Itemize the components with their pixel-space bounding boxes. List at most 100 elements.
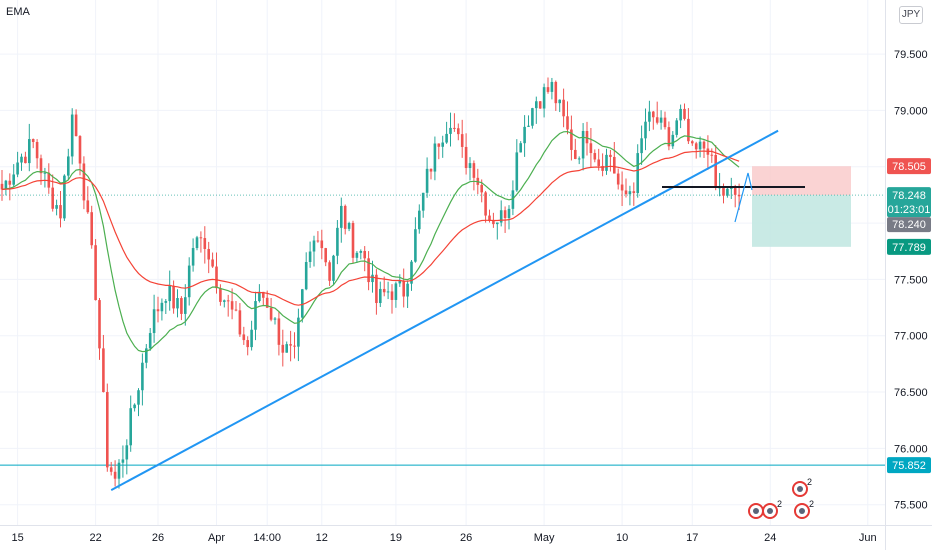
candle-body bbox=[164, 301, 168, 303]
candle-body bbox=[507, 208, 511, 218]
candle-body bbox=[702, 141, 706, 149]
x-tick-label: May bbox=[534, 532, 555, 544]
candles bbox=[0, 77, 741, 489]
candle-body bbox=[472, 163, 476, 178]
candle-body bbox=[43, 172, 47, 174]
take-profit-zone bbox=[752, 195, 851, 247]
candle-body bbox=[597, 159, 600, 166]
indicator-label[interactable]: EMA bbox=[6, 6, 30, 18]
candle-body bbox=[74, 114, 78, 137]
candle-body bbox=[94, 245, 97, 301]
candle-body bbox=[375, 274, 378, 304]
candle-body bbox=[386, 291, 390, 293]
candle-body bbox=[394, 283, 398, 300]
candle-body bbox=[359, 250, 363, 253]
candle-body bbox=[441, 142, 444, 147]
candle-body bbox=[492, 221, 495, 225]
candle-body bbox=[320, 240, 324, 249]
y-tick-label: 77.500 bbox=[894, 274, 928, 286]
candle-body bbox=[609, 154, 612, 157]
candle-body bbox=[160, 302, 164, 312]
x-tick-label: Jun bbox=[859, 532, 877, 544]
support-tag-bg bbox=[887, 457, 931, 474]
candle-body bbox=[542, 87, 546, 109]
y-tick-label: 79.500 bbox=[894, 49, 928, 61]
candle-body bbox=[531, 108, 534, 126]
candle-body bbox=[737, 194, 741, 197]
candle-body bbox=[4, 180, 8, 190]
candle-body bbox=[433, 143, 437, 172]
candle-body bbox=[145, 348, 148, 363]
candle-body bbox=[730, 187, 733, 189]
candle-body bbox=[195, 237, 199, 249]
candle-body bbox=[546, 87, 550, 92]
candle-body bbox=[215, 266, 218, 289]
candle-body bbox=[152, 309, 156, 334]
trendline bbox=[110, 129, 779, 491]
close-tag-bg bbox=[887, 217, 931, 233]
candle-body bbox=[82, 163, 86, 201]
y-tick-label: 79.000 bbox=[894, 105, 928, 117]
candle-body bbox=[577, 158, 581, 160]
y-tick-label: 77.000 bbox=[894, 331, 928, 343]
candle-body bbox=[371, 274, 374, 283]
candle-body bbox=[566, 116, 569, 130]
candle-body bbox=[515, 152, 519, 191]
candle-body bbox=[628, 191, 632, 195]
candle-body bbox=[457, 128, 460, 135]
candle-body bbox=[109, 467, 113, 472]
position-zones bbox=[752, 166, 851, 247]
candle-body bbox=[367, 258, 370, 283]
last-price-tag: 78.248 bbox=[892, 190, 926, 202]
candle-body bbox=[117, 462, 121, 479]
candle-body bbox=[425, 168, 429, 193]
x-tick-label: 17 bbox=[686, 532, 698, 544]
candle-body bbox=[406, 283, 409, 297]
candle-body bbox=[8, 180, 12, 185]
candle-body bbox=[722, 187, 725, 196]
candle-body bbox=[55, 205, 58, 209]
candle-body bbox=[414, 229, 417, 262]
candle-body bbox=[67, 156, 70, 176]
candle-body bbox=[570, 129, 573, 150]
candle-body bbox=[429, 168, 433, 172]
currency-badge[interactable]: JPY bbox=[899, 6, 923, 24]
candle-body bbox=[289, 344, 292, 346]
candle-body bbox=[199, 237, 203, 239]
candle-body bbox=[297, 317, 300, 347]
horizontal-levels bbox=[0, 194, 885, 466]
candle-body bbox=[390, 291, 394, 300]
candle-body bbox=[581, 131, 585, 159]
candle-body bbox=[460, 134, 464, 147]
candle-body bbox=[496, 222, 499, 225]
candle-body bbox=[418, 210, 421, 230]
candle-body bbox=[230, 301, 234, 310]
x-tick-label: 26 bbox=[460, 532, 472, 544]
x-tick-label: Apr bbox=[208, 532, 225, 544]
x-axis[interactable]: 15 22 26 Apr 14:00 12 19 26 May 10 17 24 Jun bbox=[0, 525, 932, 545]
candle-body bbox=[355, 252, 359, 258]
candle-body bbox=[238, 310, 242, 335]
candle-body bbox=[562, 99, 565, 117]
candle-body bbox=[59, 205, 62, 219]
candle-body bbox=[262, 291, 265, 298]
ema-fast-line bbox=[1, 130, 740, 353]
candle-body bbox=[605, 154, 608, 171]
ema-lines bbox=[1, 130, 740, 353]
candle-body bbox=[550, 81, 554, 92]
candle-body bbox=[398, 280, 402, 284]
candle-body bbox=[453, 127, 456, 129]
candle-body bbox=[351, 223, 355, 258]
candle-body bbox=[648, 111, 651, 122]
candle-body bbox=[102, 348, 105, 393]
candle-body bbox=[184, 297, 187, 314]
candle-body bbox=[710, 154, 714, 156]
candle-body bbox=[624, 190, 628, 195]
event-markers[interactable]: 2 2 2 bbox=[748, 477, 814, 519]
candle-body bbox=[301, 289, 304, 318]
candle-body bbox=[273, 318, 277, 320]
candle-body bbox=[382, 288, 386, 293]
candle-body bbox=[203, 238, 207, 249]
candle-body bbox=[616, 173, 620, 185]
